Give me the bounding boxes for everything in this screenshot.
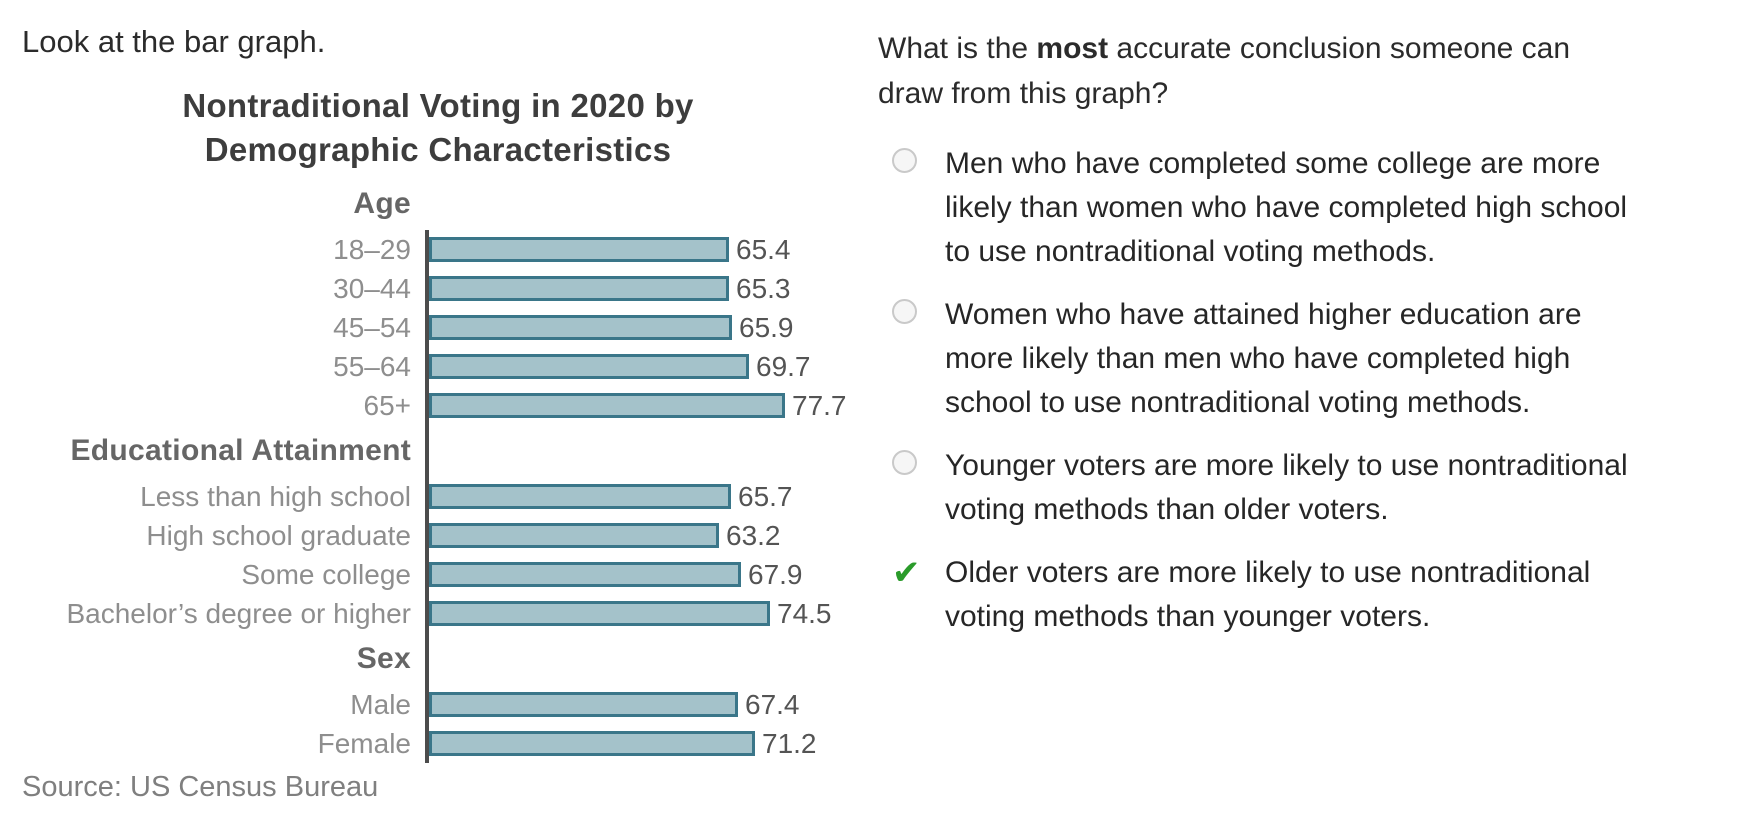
group-header-row: Educational Attainment xyxy=(22,425,864,477)
category-tick-label: 45–54 xyxy=(333,311,411,343)
axis-space xyxy=(425,178,864,230)
category-tick-label: 30–44 xyxy=(333,272,411,304)
chart-title: Nontraditional Voting in 2020 by Demogra… xyxy=(182,87,694,168)
bar-area: 77.7 xyxy=(425,386,864,425)
answer-option-4[interactable]: ✔ Older voters are more likely to use no… xyxy=(878,551,1726,639)
bar xyxy=(429,237,729,262)
chart-source: Source: US Census Bureau xyxy=(22,771,379,803)
bar-area: 65.4 xyxy=(425,230,864,269)
answer-option-2[interactable]: Women who have attained higher education… xyxy=(878,293,1726,425)
bar-area: 74.5 xyxy=(425,594,864,633)
group-header-row: Age xyxy=(22,178,864,230)
bar-chart: Nontraditional Voting in 2020 by Demogra… xyxy=(22,84,864,804)
value-label: 65.4 xyxy=(736,233,791,265)
graph-panel: Look at the bar graph. Nontraditional Vo… xyxy=(22,24,864,804)
bar-area: 63.2 xyxy=(425,516,864,555)
radio-icon[interactable] xyxy=(892,450,917,475)
axis-space xyxy=(425,425,864,477)
group-header-label: Educational Attainment xyxy=(70,434,411,467)
group-header-label: Age xyxy=(353,187,411,220)
chart-bar-row: 55–64 69.7 xyxy=(22,347,864,386)
option-2-icon-slot xyxy=(878,299,945,324)
chart-bar-row: 30–44 65.3 xyxy=(22,269,864,308)
axis-space xyxy=(425,633,864,685)
value-label: 63.2 xyxy=(726,519,781,551)
option-3-icon-slot xyxy=(878,450,945,475)
category-tick-label: 18–29 xyxy=(333,233,411,265)
bar-area: 67.4 xyxy=(425,685,864,724)
category-tick-label: Bachelor’s degree or higher xyxy=(66,597,411,629)
question-prefix: What is the xyxy=(878,32,1037,65)
option-4-icon-slot: ✔ xyxy=(878,553,945,593)
bar xyxy=(429,354,749,379)
value-label: 74.5 xyxy=(777,597,832,629)
value-label: 65.7 xyxy=(738,480,793,512)
bar-area: 67.9 xyxy=(425,555,864,594)
bar-area: 71.2 xyxy=(425,724,864,763)
bar xyxy=(429,562,741,587)
bar xyxy=(429,601,770,626)
bar-area: 65.7 xyxy=(425,477,864,516)
bar xyxy=(429,315,732,340)
answer-options: Men who have completed some college are … xyxy=(878,142,1726,639)
value-label: 65.3 xyxy=(736,272,791,304)
bar xyxy=(429,731,755,756)
category-tick-label: Some college xyxy=(241,558,411,590)
chart-bar-row: 18–29 65.4 xyxy=(22,230,864,269)
category-tick-label: Less than high school xyxy=(140,480,411,512)
bar xyxy=(429,393,785,418)
radio-icon[interactable] xyxy=(892,148,917,173)
bar xyxy=(429,276,729,301)
chart-bar-row: Bachelor’s degree or higher 74.5 xyxy=(22,594,864,633)
bar xyxy=(429,523,719,548)
option-4-label: Older voters are more likely to use nont… xyxy=(945,556,1591,633)
group-header-label: Sex xyxy=(356,642,411,675)
intro-text: Look at the bar graph. xyxy=(22,24,326,59)
bar-area: 65.9 xyxy=(425,308,864,347)
correct-check-icon: ✔ xyxy=(892,553,921,593)
option-2-label: Women who have attained higher education… xyxy=(945,298,1582,419)
value-label: 65.9 xyxy=(739,311,794,343)
value-label: 71.2 xyxy=(762,727,817,759)
bar-area: 69.7 xyxy=(425,347,864,386)
bar xyxy=(429,484,731,509)
value-label: 67.9 xyxy=(748,558,803,590)
question-panel: What is the most accurate conclusion som… xyxy=(878,26,1726,639)
bar-area: 65.3 xyxy=(425,269,864,308)
chart-bar-row: Male 67.4 xyxy=(22,685,864,724)
category-tick-label: Male xyxy=(350,688,411,720)
chart-bar-row: Some college 67.9 xyxy=(22,555,864,594)
question-bold-word: most xyxy=(1036,32,1109,65)
question-text: What is the most accurate conclusion som… xyxy=(878,26,1726,116)
category-tick-label: 55–64 xyxy=(333,350,411,382)
question-suffix: accurate conclusion someone can draw fro… xyxy=(878,32,1571,110)
group-header-row: Sex xyxy=(22,633,864,685)
chart-bar-row: 45–54 65.9 xyxy=(22,308,864,347)
chart-bar-row: Less than high school 65.7 xyxy=(22,477,864,516)
answer-option-3[interactable]: Younger voters are more likely to use no… xyxy=(878,444,1726,532)
option-1-icon-slot xyxy=(878,148,945,173)
chart-rows: Age 18–29 65.4 30–44 65.3 45–54 65.9 55–64 69.7 6… xyxy=(22,178,864,763)
option-1-label: Men who have completed some college are … xyxy=(945,147,1628,268)
value-label: 77.7 xyxy=(792,389,847,421)
value-label: 67.4 xyxy=(745,688,800,720)
radio-icon[interactable] xyxy=(892,299,917,324)
category-tick-label: 65+ xyxy=(363,389,412,421)
value-label: 69.7 xyxy=(756,350,811,382)
answer-option-1[interactable]: Men who have completed some college are … xyxy=(878,142,1726,274)
bar xyxy=(429,692,738,717)
chart-bar-row: 65+ 77.7 xyxy=(22,386,864,425)
chart-bar-row: High school graduate 63.2 xyxy=(22,516,864,555)
option-3-label: Younger voters are more likely to use no… xyxy=(945,449,1628,526)
category-tick-label: High school graduate xyxy=(146,519,411,551)
chart-bar-row: Female 71.2 xyxy=(22,724,864,763)
category-tick-label: Female xyxy=(317,727,411,759)
